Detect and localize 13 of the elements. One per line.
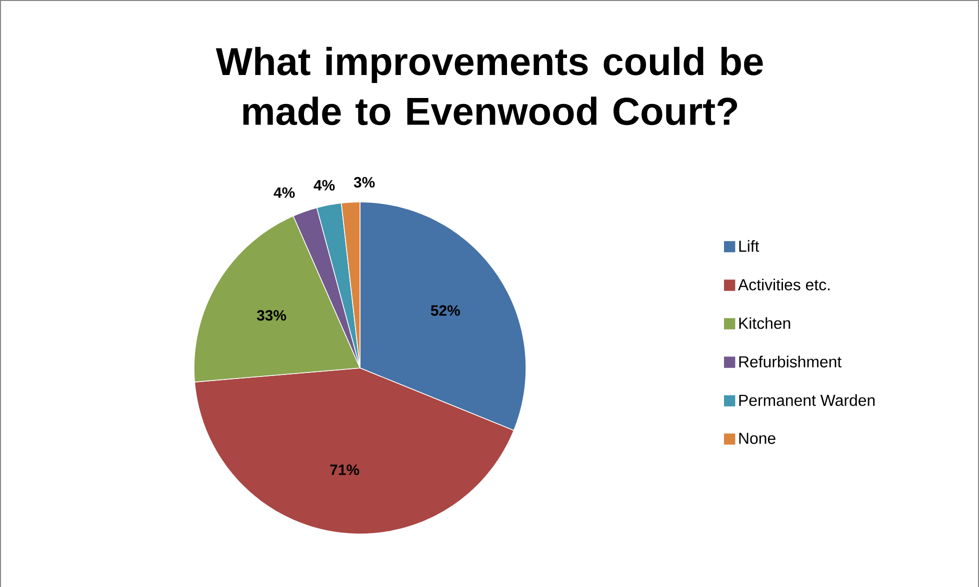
data-label: 4% — [314, 180, 335, 191]
legend-label: Activities etc. — [738, 278, 830, 290]
data-label: 71% — [330, 464, 360, 476]
data-label: 3% — [354, 176, 375, 188]
chart-title: What improvements could be made to Evenwood Court? — [216, 46, 763, 126]
data-label: 52% — [430, 305, 460, 316]
legend-label: Lift — [739, 240, 760, 252]
legend-label: Permanent Warden — [739, 394, 875, 406]
legend-label: Refurbishment — [739, 356, 842, 368]
data-label: 33% — [256, 310, 286, 321]
data-label: 4% — [274, 187, 295, 198]
legend-label: Kitchen — [739, 317, 790, 329]
legend-label: None — [739, 432, 776, 444]
